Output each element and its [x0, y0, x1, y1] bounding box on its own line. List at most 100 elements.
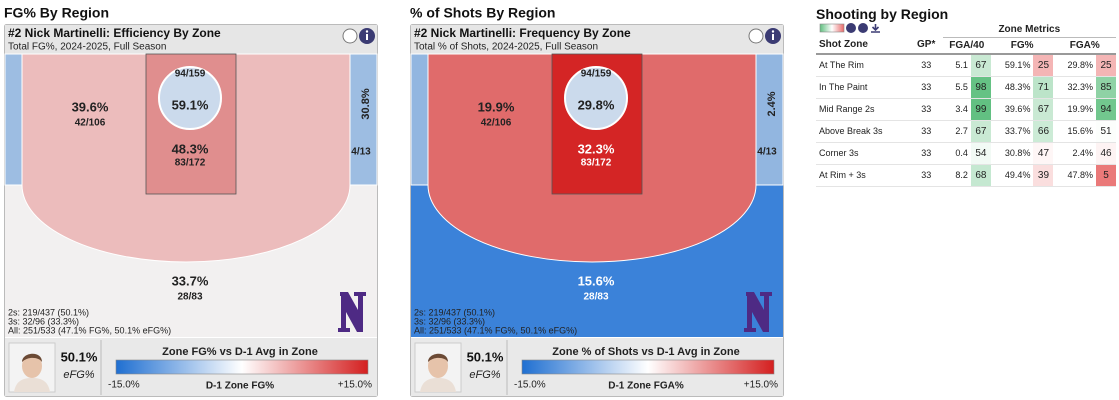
value-cell: 33: [909, 53, 943, 77]
corner-pct: 2.4%: [766, 91, 778, 116]
region-table-section: Shooting by Region Zone Metrics Shot Zon…: [816, 0, 1116, 187]
table-body: At The Rim 33 5.1 67 59.1% 25 29.8% 25 In The Pa…: [816, 53, 1116, 187]
shot-chart-panel: FG% By Region #2 Nick Martinelli: Efficie…: [4, 5, 378, 397]
mid-range-pct: 19.9%: [478, 99, 515, 114]
table-row: At Rim + 3s 33 8.2 68 49.4% 39 47.8% 5: [816, 164, 1116, 187]
card-subtitle: Total % of Shots, 2024-2025, Full Season: [414, 42, 598, 53]
card-subtitle: Total FG%, 2024-2025, Full Season: [8, 42, 166, 53]
legend-max: +15.0%: [338, 380, 372, 391]
player-head: [22, 354, 42, 378]
column-header: GP*: [909, 37, 943, 55]
team-logo: [744, 292, 772, 332]
table-row: At The Rim 33 5.1 67 59.1% 25 29.8% 25: [816, 53, 1116, 77]
rank-cell: 51: [1096, 120, 1116, 143]
player-body: [420, 378, 456, 392]
rank-cell: 39: [1033, 164, 1054, 187]
legend-gradient: [521, 359, 775, 375]
card-header: [411, 25, 783, 54]
value-cell: 33: [909, 120, 943, 143]
table-row: Corner 3s 33 0.4 54 30.8% 47 2.4% 46: [816, 142, 1116, 165]
group-header: Zone Metrics: [942, 22, 1116, 38]
zone-name: At Rim + 3s: [816, 164, 910, 187]
section-title: Shooting by Region: [816, 6, 949, 22]
value-cell: 2.7: [942, 120, 971, 143]
zone-name: Mid Range 2s: [816, 98, 910, 121]
rim-pct: 29.8%: [578, 97, 615, 112]
player-hair: [22, 353, 42, 362]
corner-made: 4/13: [351, 147, 371, 158]
court-panels: FG% By Region #2 Nick Martinelli: Efficie…: [4, 5, 784, 397]
stats-line: 2s: 219/437 (50.1%): [8, 307, 89, 317]
info-glyph-dot: [771, 30, 775, 33]
table-row: Above Break 3s 33 2.7 67 33.7% 66 15.6% 51: [816, 120, 1116, 143]
section-title: FG% By Region: [4, 5, 109, 21]
zone-name: Corner 3s: [816, 142, 910, 165]
value-cell: 48.3%: [990, 76, 1034, 99]
toggle-button[interactable]: [342, 28, 358, 44]
efg-label: eFG%: [63, 369, 94, 381]
rank-cell: 54: [970, 142, 991, 165]
rank-cell: 71: [1033, 76, 1054, 99]
card-title: #2 Nick Martinelli: Frequency By Zone: [414, 26, 631, 40]
legend-center: D-1 Zone FG%: [206, 381, 274, 392]
stats-line: 2s: 219/437 (50.1%): [414, 307, 495, 317]
group-header-row: Zone Metrics: [816, 22, 1116, 38]
value-cell: 2.4%: [1053, 142, 1096, 165]
rank-cell: 85: [1096, 76, 1116, 99]
stats-line: 3s: 32/96 (33.3%): [8, 316, 79, 326]
table-icons: [819, 23, 880, 33]
value-cell: 29.8%: [1053, 53, 1096, 77]
toggle-button[interactable]: [748, 28, 764, 44]
corner-pct: 30.8%: [360, 88, 372, 119]
column-header: Shot Zone: [816, 37, 910, 55]
above-break-pct: 15.6%: [578, 273, 615, 288]
rim-made: 94/159: [581, 69, 612, 80]
efg-value: 50.1%: [61, 349, 98, 364]
legend-min: -15.0%: [108, 380, 140, 391]
stats-line: All: 251/533 (47.1% FG%, 50.1% eFG%): [8, 325, 171, 335]
mid-range-made: 42/106: [75, 118, 106, 129]
rank-cell: 25: [1033, 53, 1054, 77]
info-glyph-dot: [365, 30, 369, 33]
value-cell: 59.1%: [990, 53, 1034, 77]
value-cell: 33: [909, 98, 943, 121]
zone-name: Above Break 3s: [816, 120, 910, 143]
legend-title: Zone FG% vs D-1 Avg in Zone: [162, 346, 318, 358]
toolbar: [816, 22, 943, 37]
team-logo: [338, 292, 366, 332]
value-cell: 39.6%: [990, 98, 1034, 121]
player-hair: [428, 353, 448, 362]
legend-title: Zone % of Shots vs D-1 Avg in Zone: [552, 346, 739, 358]
player-body: [14, 378, 50, 392]
efg-value: 50.1%: [467, 349, 504, 364]
settings-icon[interactable]: [846, 23, 856, 33]
column-header: FGA/40: [942, 37, 991, 55]
efg-label: eFG%: [469, 369, 500, 381]
value-cell: 49.4%: [990, 164, 1034, 187]
value-cell: 47.8%: [1053, 164, 1096, 187]
paint-made: 83/172: [175, 158, 206, 169]
section-title: % of Shots By Region: [410, 5, 555, 21]
card-title: #2 Nick Martinelli: Efficiency By Zone: [8, 26, 221, 40]
rank-cell: 46: [1096, 142, 1116, 165]
rank-cell: 5: [1096, 164, 1116, 187]
above-break-made: 28/83: [583, 292, 608, 303]
download-icon[interactable]: [871, 24, 880, 33]
zone-rim: [564, 66, 628, 130]
above-break-made: 28/83: [177, 292, 202, 303]
region-table: Zone Metrics Shot Zone GP* FGA/40 FG% FGA% A…: [816, 22, 1116, 187]
above-break-pct: 33.7%: [172, 273, 209, 288]
card-header: [5, 25, 377, 54]
legend-gradient: [115, 359, 369, 375]
zone-name: At The Rim: [816, 53, 910, 77]
info-glyph: [772, 34, 774, 40]
player-head: [428, 354, 448, 378]
color-toggle[interactable]: [819, 23, 845, 33]
mid-range-made: 42/106: [481, 118, 512, 129]
value-cell: 30.8%: [990, 142, 1034, 165]
rim-pct: 59.1%: [172, 97, 209, 112]
column-header: FGA%: [1053, 37, 1116, 55]
zone-corner-right: [755, 53, 784, 186]
info-icon[interactable]: [858, 23, 868, 33]
value-cell: 0.4: [942, 142, 971, 165]
